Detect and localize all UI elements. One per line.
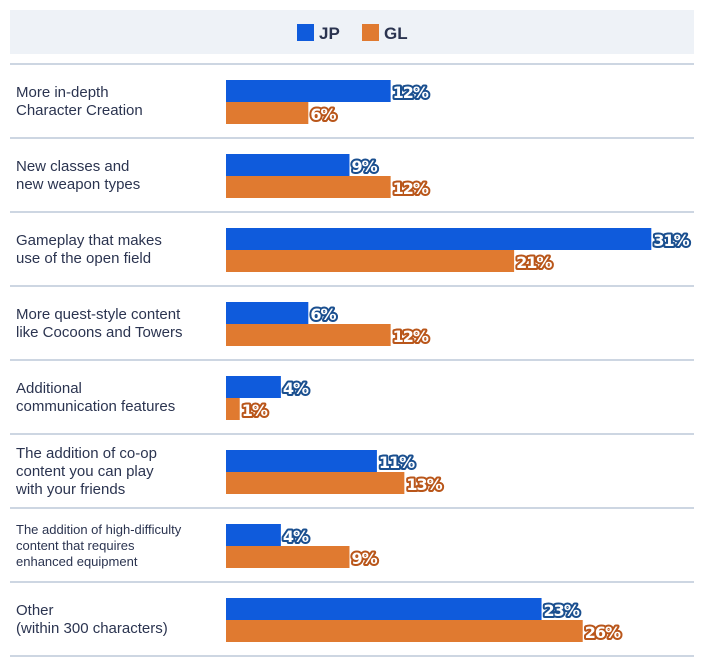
category-label: with your friends: [15, 481, 125, 498]
category-label: More in-depth: [16, 84, 109, 101]
bar-jp: [226, 450, 377, 472]
legend-swatch-jp: [297, 24, 314, 41]
value-label-gl: 9%: [351, 549, 377, 568]
bar-gl: [226, 398, 240, 420]
legend-swatch-gl: [362, 24, 379, 41]
bar-gl: [226, 472, 405, 494]
category-label: new weapon types: [16, 176, 140, 193]
bar-jp: [226, 376, 281, 398]
category-label: More quest-style content: [16, 306, 181, 323]
category-label: use of the open field: [16, 250, 151, 267]
category-label: Gameplay that makes: [16, 232, 162, 249]
category-label: The addition of high-difficulty: [16, 522, 182, 537]
value-label-gl: 26%: [585, 623, 621, 642]
category-label: New classes and: [16, 158, 129, 175]
value-label-jp: 31%: [653, 231, 689, 250]
value-label-gl: 21%: [516, 253, 552, 272]
legend-label-jp: JP: [319, 24, 340, 43]
value-label-jp: 23%: [544, 601, 580, 620]
bar-jp: [226, 598, 542, 620]
bar-gl: [226, 620, 583, 642]
value-label-gl: 12%: [393, 327, 429, 346]
category-label: Additional: [16, 380, 82, 397]
category-label: (within 300 characters): [16, 620, 168, 637]
value-label-jp: 9%: [351, 157, 377, 176]
bar-jp: [226, 154, 350, 176]
bar-gl: [226, 324, 391, 346]
legend-label-gl: GL: [384, 24, 408, 43]
category-label: Character Creation: [16, 102, 143, 119]
value-label-gl: 6%: [310, 105, 336, 124]
legend-background: [10, 10, 694, 54]
category-label: Other: [16, 602, 54, 619]
value-label-gl: 12%: [393, 179, 429, 198]
value-label-jp: 4%: [283, 527, 309, 546]
category-row: Other(within 300 characters) 23% 26%: [16, 598, 624, 644]
bar-jp: [226, 228, 652, 250]
value-label-jp: 12%: [393, 83, 429, 102]
value-label-gl: 1%: [242, 401, 268, 420]
bar-gl: [226, 102, 309, 124]
value-label-gl: 13%: [406, 475, 442, 494]
category-label: enhanced equipment: [16, 554, 138, 569]
bar-gl: [226, 546, 350, 568]
category-label: content you can play: [16, 463, 154, 480]
value-label-jp: 4%: [283, 379, 309, 398]
value-label-jp: 11%: [379, 453, 415, 472]
category-label: content that requires: [16, 538, 135, 553]
bar-gl: [226, 176, 391, 198]
category-label: like Cocoons and Towers: [16, 324, 182, 341]
bar-gl: [226, 250, 515, 272]
category-label: communication features: [16, 398, 175, 415]
value-label-jp: 6%: [310, 305, 336, 324]
bar-jp: [226, 302, 309, 324]
bar-jp: [226, 524, 281, 546]
bar-jp: [226, 80, 391, 102]
category-label: The addition of co-op: [16, 445, 157, 462]
